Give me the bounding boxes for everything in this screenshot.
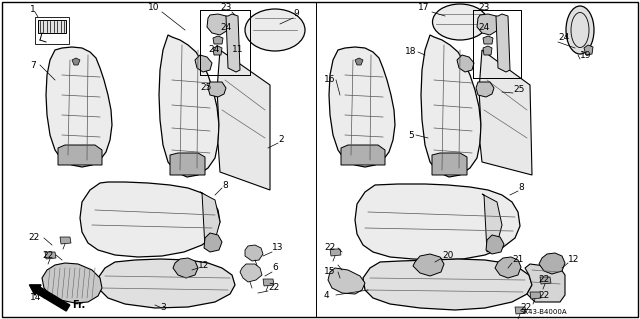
Text: 12: 12: [568, 256, 579, 264]
Text: 25: 25: [200, 84, 211, 93]
Polygon shape: [477, 14, 500, 35]
Polygon shape: [540, 277, 551, 284]
Text: 21: 21: [512, 256, 524, 264]
Polygon shape: [226, 14, 240, 72]
Text: 15: 15: [324, 268, 335, 277]
Polygon shape: [330, 249, 341, 256]
Ellipse shape: [245, 9, 305, 51]
Polygon shape: [421, 35, 481, 177]
Text: 2: 2: [278, 136, 284, 145]
Text: 8: 8: [518, 183, 524, 192]
Polygon shape: [195, 55, 212, 72]
Text: 14: 14: [30, 293, 42, 302]
Text: SR43-B4000A: SR43-B4000A: [520, 309, 568, 315]
Polygon shape: [204, 233, 222, 252]
Text: 22: 22: [538, 276, 549, 285]
Text: 9: 9: [293, 10, 299, 19]
Polygon shape: [530, 292, 541, 299]
Polygon shape: [355, 184, 520, 260]
Text: 3: 3: [160, 303, 166, 313]
Polygon shape: [217, 50, 270, 190]
Polygon shape: [58, 145, 102, 165]
Polygon shape: [486, 235, 504, 254]
Ellipse shape: [566, 6, 594, 54]
Polygon shape: [42, 263, 102, 303]
Bar: [200, 10, 250, 75]
Polygon shape: [240, 264, 262, 282]
Polygon shape: [263, 279, 274, 286]
Polygon shape: [483, 46, 492, 55]
Polygon shape: [80, 182, 220, 257]
Text: 5: 5: [408, 130, 413, 139]
Text: 24: 24: [220, 24, 231, 33]
Text: Fr.: Fr.: [72, 300, 85, 310]
Text: 19: 19: [580, 50, 591, 60]
Text: 8: 8: [222, 181, 228, 189]
Polygon shape: [525, 264, 565, 302]
Ellipse shape: [433, 4, 488, 40]
Polygon shape: [213, 46, 222, 55]
Polygon shape: [98, 259, 235, 308]
Text: 1: 1: [30, 5, 36, 14]
Polygon shape: [413, 254, 444, 276]
Polygon shape: [495, 257, 521, 278]
FancyArrow shape: [29, 285, 70, 311]
Polygon shape: [208, 82, 226, 97]
Text: 11: 11: [232, 46, 243, 55]
Text: 12: 12: [198, 261, 209, 270]
Text: 23: 23: [478, 4, 490, 12]
Text: 13: 13: [272, 243, 284, 253]
Polygon shape: [46, 47, 112, 167]
Polygon shape: [60, 237, 71, 244]
Bar: [200, 10, 250, 75]
Text: 25: 25: [513, 85, 524, 94]
Polygon shape: [539, 253, 565, 274]
Polygon shape: [476, 82, 494, 97]
Polygon shape: [482, 194, 502, 252]
Polygon shape: [457, 55, 474, 72]
Text: 22: 22: [520, 303, 531, 313]
Polygon shape: [363, 259, 532, 310]
Polygon shape: [173, 258, 198, 278]
Polygon shape: [245, 245, 263, 261]
Polygon shape: [584, 45, 593, 55]
Polygon shape: [432, 153, 467, 175]
Polygon shape: [213, 36, 223, 44]
Polygon shape: [328, 268, 365, 294]
Bar: [473, 10, 521, 78]
Polygon shape: [207, 14, 230, 35]
Text: 4: 4: [324, 291, 330, 300]
Text: 24: 24: [478, 24, 489, 33]
Text: 18: 18: [405, 48, 417, 56]
Polygon shape: [38, 20, 66, 33]
Bar: [473, 10, 521, 78]
Polygon shape: [496, 14, 510, 72]
Polygon shape: [515, 307, 526, 314]
Polygon shape: [483, 36, 493, 44]
Text: 10: 10: [148, 4, 159, 12]
Polygon shape: [355, 58, 363, 65]
Polygon shape: [479, 50, 532, 175]
Text: 22: 22: [324, 243, 335, 253]
Polygon shape: [329, 47, 395, 167]
Text: 22: 22: [28, 234, 39, 242]
Polygon shape: [72, 58, 80, 65]
Text: 22: 22: [538, 291, 549, 300]
Polygon shape: [170, 153, 205, 175]
Text: 22: 22: [268, 284, 279, 293]
Text: 23: 23: [220, 4, 232, 12]
Text: 17: 17: [418, 4, 429, 12]
Text: 20: 20: [442, 250, 453, 259]
Text: 22: 22: [42, 250, 53, 259]
Polygon shape: [45, 252, 56, 259]
Text: 7: 7: [30, 61, 36, 70]
Text: 16: 16: [324, 76, 335, 85]
Polygon shape: [341, 145, 385, 165]
Text: 24: 24: [558, 33, 569, 42]
Polygon shape: [159, 35, 219, 177]
Text: 6: 6: [272, 263, 278, 272]
Text: 24: 24: [208, 46, 220, 55]
Polygon shape: [200, 192, 220, 248]
